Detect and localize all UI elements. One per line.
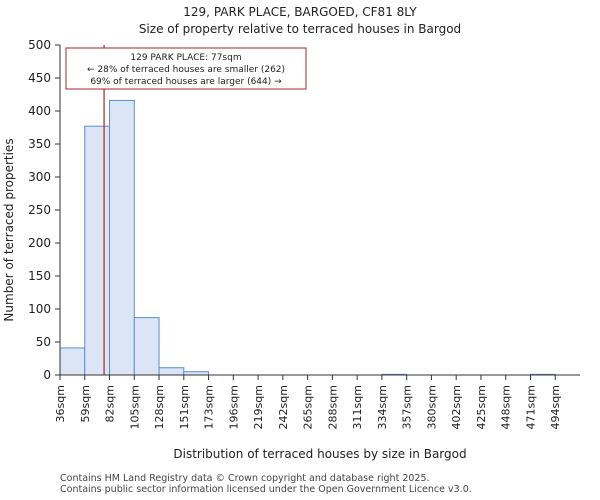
y-tick-label: 500 [28, 38, 51, 52]
x-tick-label: 357sqm [401, 385, 414, 429]
y-tick-label: 450 [28, 71, 51, 85]
bar-36sqm [59, 347, 86, 376]
footer-licence: Contains public sector information licen… [60, 484, 472, 495]
y-tick-label: 200 [28, 236, 51, 250]
x-tick-label: 151sqm [178, 385, 191, 429]
y-tick-label: 400 [28, 104, 51, 118]
y-tick-label: 350 [28, 137, 51, 151]
x-tick-label: 334sqm [376, 385, 389, 429]
x-tick-label: 196sqm [227, 385, 240, 429]
x-tick-label: 402sqm [450, 385, 463, 429]
x-tick-label: 242sqm [277, 385, 290, 429]
x-tick-label: 471sqm [524, 385, 537, 429]
x-axis-label: Distribution of terraced houses by size … [173, 447, 466, 461]
x-tick-label: 82sqm [104, 385, 117, 422]
x-tick-label: 173sqm [203, 385, 216, 429]
x-tick-label: 219sqm [252, 385, 265, 429]
y-tick-label: 0 [43, 368, 51, 382]
y-tick-label: 100 [28, 302, 51, 316]
x-tick-label: 105sqm [128, 385, 141, 429]
x-tick-label: 288sqm [326, 385, 339, 429]
bar-128sqm [158, 367, 185, 376]
x-tick-label: 59sqm [79, 385, 92, 422]
bars-group [59, 99, 556, 376]
annotation-line-3: 69% of terraced houses are larger (644) … [90, 77, 282, 87]
x-tick-label: 311sqm [351, 385, 364, 429]
footer-copyright: Contains HM Land Registry data © Crown c… [60, 473, 430, 484]
x-tick-label: 128sqm [153, 385, 166, 429]
x-ticks-group: 36sqm 59sqm 82sqm 105sqm 128sqm 151sqm 173sqm 1… [54, 375, 562, 429]
bar-105sqm [133, 317, 160, 376]
bar-59sqm [84, 125, 111, 376]
x-tick-label: 425sqm [475, 385, 488, 429]
annotation-box [65, 47, 307, 90]
x-tick-label: 265sqm [302, 385, 315, 429]
chart-title: 129, PARK PLACE, BARGOED, CF81 8LY [183, 5, 417, 19]
x-tick-label: 36sqm [54, 385, 67, 422]
chart-subtitle: Size of property relative to terraced ho… [138, 22, 462, 36]
x-tick-label: 494sqm [549, 385, 562, 429]
y-tick-label: 250 [28, 203, 51, 217]
y-axis-label: Number of terraced properties [2, 138, 16, 321]
y-tick-label: 300 [28, 170, 51, 184]
y-ticks-group: 0 50 100 150 200 250 300 350 400 450 500 [28, 38, 60, 382]
x-tick-label: 380sqm [425, 385, 438, 429]
bar-82sqm [109, 99, 135, 376]
x-tick-label: 448sqm [500, 385, 513, 429]
y-tick-label: 50 [36, 335, 51, 349]
annotation-line-1: 129 PARK PLACE: 77sqm [130, 53, 241, 63]
annotation-line-2: ← 28% of terraced houses are smaller (26… [87, 65, 285, 75]
y-tick-label: 150 [28, 269, 51, 283]
